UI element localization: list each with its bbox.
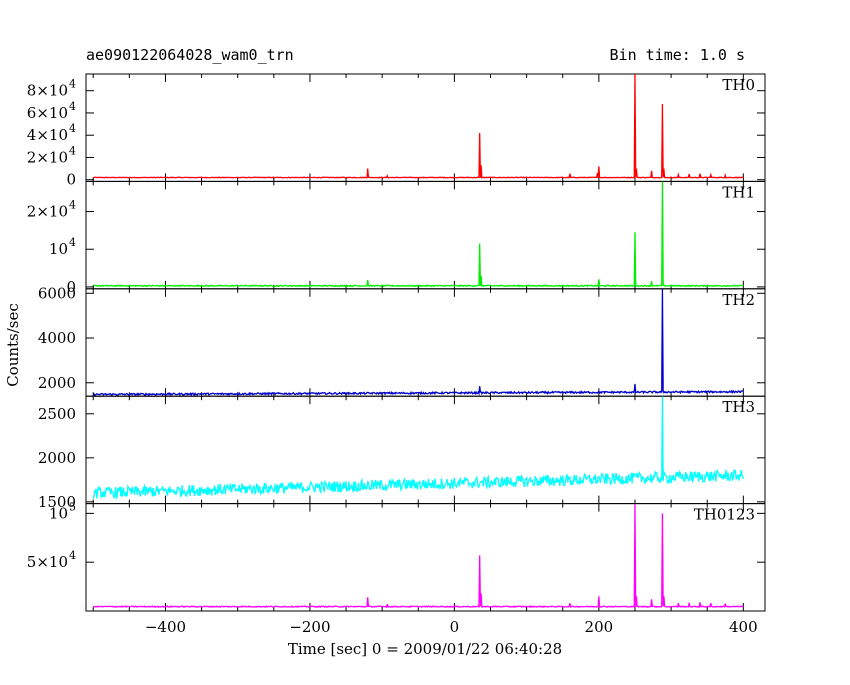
x-tick-label: 0 xyxy=(450,618,460,636)
series-line-th0 xyxy=(93,74,744,179)
y-tick-label: 0 xyxy=(66,278,76,296)
x-axis-label: Time [sec] 0 = 2009/01/22 06:40:28 xyxy=(288,640,562,658)
y-tick-exponent: 4 xyxy=(69,100,76,113)
panel-th3: 1500 2000 2500 TH3 xyxy=(38,395,766,511)
y-tick-exponent: 5 xyxy=(69,500,76,513)
y-tick-exponent: 4 xyxy=(69,122,76,135)
y-axis-label: Counts/sec xyxy=(4,303,22,387)
y-tick-label: 2×10 xyxy=(27,203,68,221)
panel-name-label: TH2 xyxy=(722,291,755,309)
y-tick-exponent: 4 xyxy=(69,78,76,91)
panel-name-label: TH1 xyxy=(722,183,755,201)
panel-name-label: TH3 xyxy=(722,398,755,416)
y-tick-label: 0 xyxy=(66,171,76,189)
bin-time-label: Bin time: 1.0 s xyxy=(610,46,745,64)
y-tick-label: 6000 xyxy=(38,284,76,302)
panel-name-label: TH0 xyxy=(722,76,755,94)
y-tick-label: 10 xyxy=(49,504,68,522)
y-tick-label: 8×10 xyxy=(27,82,68,100)
y-tick-label: 2500 xyxy=(38,405,76,423)
series-line-th2 xyxy=(93,288,744,397)
panel-frame xyxy=(85,503,766,612)
y-tick-label: 4000 xyxy=(38,329,76,347)
x-tick-label: 400 xyxy=(729,618,758,636)
y-tick-exponent: 4 xyxy=(69,549,76,562)
y-tick-label: 1500 xyxy=(38,493,76,511)
y-tick-exponent: 4 xyxy=(69,144,76,157)
series-line-th1 xyxy=(92,181,744,288)
file-title: ae090122064028_wam0_trn xyxy=(86,46,294,64)
panel-name-label: TH0123 xyxy=(694,506,755,524)
y-tick-exponent: 4 xyxy=(69,199,76,212)
y-tick-label: 6×10 xyxy=(27,104,68,122)
y-tick-label: 2×10 xyxy=(27,148,68,166)
series-line-th0123 xyxy=(93,503,744,609)
y-tick-exponent: 4 xyxy=(69,236,76,249)
y-tick-label: 4×10 xyxy=(27,126,68,144)
x-tick-label: −200 xyxy=(289,618,330,636)
panel-th0: 02×10 44×10 46×10 48×10 4 TH0 xyxy=(27,73,766,189)
y-tick-label: 10 xyxy=(49,240,68,258)
series-line-th3 xyxy=(92,396,744,501)
y-tick-label: 2000 xyxy=(38,449,76,467)
y-tick-label: 5×10 xyxy=(27,553,68,571)
x-tick-label: −400 xyxy=(145,618,186,636)
x-tick-label: 200 xyxy=(585,618,614,636)
y-tick-label: 2000 xyxy=(38,374,76,392)
panel-th2: 2000 4000 6000 TH2 xyxy=(38,284,766,397)
